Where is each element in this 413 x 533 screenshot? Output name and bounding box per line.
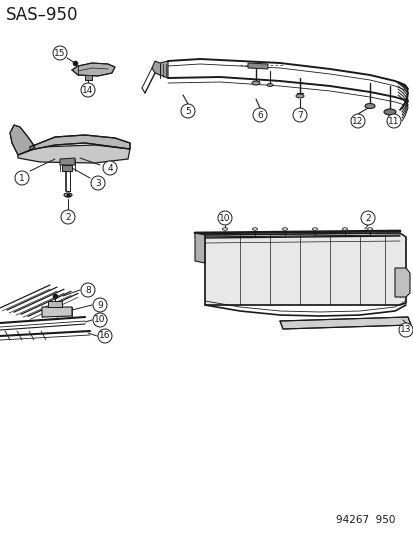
Text: 15: 15 [54, 49, 66, 58]
Circle shape [81, 83, 95, 97]
Polygon shape [10, 125, 35, 155]
Circle shape [93, 313, 107, 327]
Text: 13: 13 [399, 326, 411, 335]
Text: 6: 6 [256, 110, 262, 119]
Polygon shape [195, 233, 204, 263]
Text: 10: 10 [219, 214, 230, 222]
Ellipse shape [367, 228, 372, 230]
Polygon shape [42, 307, 72, 317]
Circle shape [98, 329, 112, 343]
Circle shape [103, 161, 117, 175]
Polygon shape [48, 301, 62, 307]
Circle shape [218, 211, 231, 225]
Ellipse shape [312, 228, 317, 230]
Polygon shape [30, 135, 130, 150]
Polygon shape [279, 317, 410, 329]
Text: 10: 10 [94, 316, 105, 325]
Ellipse shape [252, 81, 259, 85]
Circle shape [91, 176, 105, 190]
Circle shape [53, 46, 67, 60]
Circle shape [360, 211, 374, 225]
Text: 9: 9 [97, 301, 102, 310]
Text: 94267  950: 94267 950 [335, 515, 394, 525]
Text: 2: 2 [65, 213, 71, 222]
Circle shape [180, 104, 195, 118]
Circle shape [386, 114, 400, 128]
Ellipse shape [64, 193, 72, 197]
Circle shape [81, 283, 95, 297]
Text: 2: 2 [364, 214, 370, 222]
Circle shape [350, 114, 364, 128]
Ellipse shape [342, 228, 347, 230]
Text: 1: 1 [19, 174, 25, 182]
Circle shape [398, 323, 412, 337]
Circle shape [61, 210, 75, 224]
Text: 5: 5 [185, 107, 190, 116]
Circle shape [252, 108, 266, 122]
Ellipse shape [266, 84, 272, 86]
Circle shape [93, 298, 107, 312]
Polygon shape [62, 165, 72, 171]
Ellipse shape [383, 109, 395, 115]
Ellipse shape [364, 103, 374, 109]
Ellipse shape [282, 228, 287, 230]
Polygon shape [72, 63, 115, 76]
Polygon shape [204, 233, 405, 305]
Circle shape [15, 171, 29, 185]
Text: 3: 3 [95, 179, 101, 188]
Text: SAS–950: SAS–950 [6, 6, 78, 24]
Text: 4: 4 [107, 164, 112, 173]
Text: 7: 7 [297, 110, 302, 119]
Text: 14: 14 [82, 85, 93, 94]
Text: 12: 12 [351, 117, 363, 125]
Polygon shape [394, 268, 409, 297]
Text: 8: 8 [85, 286, 91, 295]
Polygon shape [247, 63, 267, 69]
Ellipse shape [252, 228, 257, 230]
Polygon shape [60, 158, 75, 165]
Polygon shape [152, 61, 168, 78]
Polygon shape [85, 75, 92, 80]
Polygon shape [18, 145, 130, 163]
Circle shape [292, 108, 306, 122]
Text: 11: 11 [387, 117, 399, 125]
Ellipse shape [222, 228, 227, 230]
Ellipse shape [295, 94, 303, 98]
Text: 16: 16 [99, 332, 111, 341]
